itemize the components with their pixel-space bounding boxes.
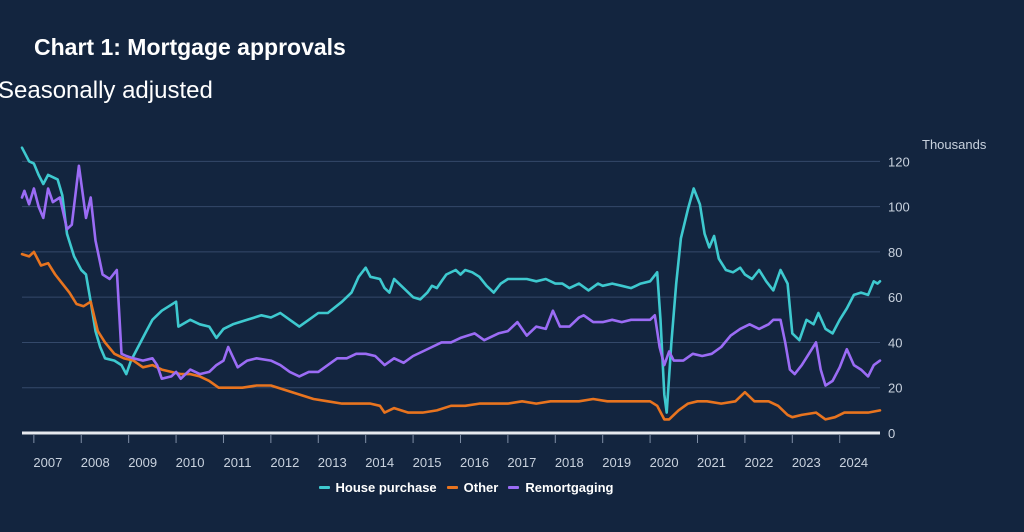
x-tick-label: 2007 — [33, 455, 62, 470]
legend-swatch — [508, 486, 520, 489]
y-tick-label: 40 — [888, 335, 902, 350]
x-tick-label: 2024 — [839, 455, 868, 470]
x-tick-label: 2012 — [270, 455, 299, 470]
y-tick-label: 120 — [888, 154, 910, 169]
x-tick-label: 2018 — [555, 455, 584, 470]
x-tick-label: 2015 — [413, 455, 442, 470]
x-tick-label: 2020 — [650, 455, 679, 470]
y-axis-unit-label: Thousands — [922, 137, 987, 152]
legend-item-remortgaging[interactable]: Remortgaging — [508, 480, 613, 495]
legend-swatch — [446, 486, 458, 489]
chart-title: Chart 1: Mortgage approvals — [34, 34, 346, 60]
x-tick-label: 2022 — [744, 455, 773, 470]
series-line-house-purchase — [20, 146, 882, 414]
legend-swatch — [318, 486, 330, 489]
x-tick-label: 2014 — [365, 455, 394, 470]
legend-label: House purchase — [335, 480, 437, 495]
x-tick-label: 2011 — [223, 455, 251, 470]
legend-label: Other — [463, 480, 499, 495]
x-tick-label: 2023 — [792, 455, 821, 470]
x-tick-label: 2019 — [602, 455, 631, 470]
legend-label: Remortgaging — [525, 480, 614, 495]
series-line-other — [20, 250, 882, 421]
x-tick-label: 2013 — [318, 455, 347, 470]
legend-item-house-purchase[interactable]: House purchase — [318, 480, 437, 495]
x-tick-label: 2016 — [460, 455, 489, 470]
x-tick-label: 2008 — [81, 455, 110, 470]
x-tick-label: 2009 — [128, 455, 157, 470]
y-tick-label: 0 — [888, 426, 895, 441]
y-tick-label: 20 — [888, 381, 902, 396]
y-tick-label: 80 — [888, 245, 902, 260]
chart-subtitle: Seasonally adjusted — [0, 77, 213, 104]
y-tick-label: 100 — [888, 200, 910, 215]
y-tick-label: 60 — [888, 290, 902, 305]
series-line-remortgaging — [20, 164, 882, 387]
chart-legend: House purchase Other Remortgaging — [0, 480, 900, 495]
legend-item-other[interactable]: Other — [446, 480, 499, 495]
x-tick-label: 2021 — [697, 455, 726, 470]
x-tick-label: 2010 — [176, 455, 205, 470]
x-tick-label: 2017 — [507, 455, 536, 470]
